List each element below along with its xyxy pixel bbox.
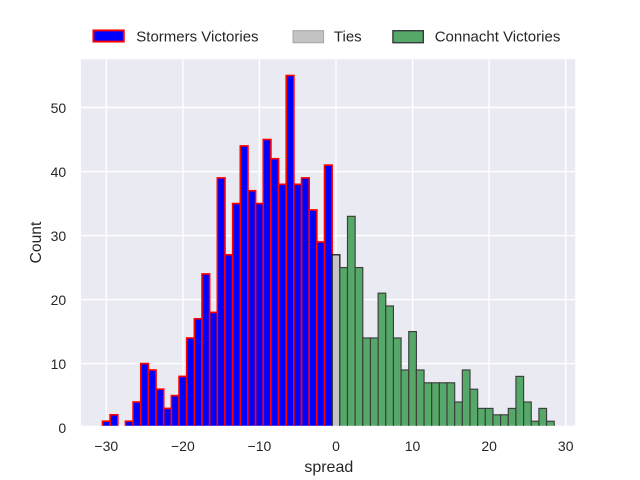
svg-text:Connacht Victories: Connacht Victories [435,28,561,45]
svg-text:30: 30 [51,228,67,244]
svg-text:40: 40 [51,164,67,180]
svg-text:−30: −30 [94,438,118,454]
svg-text:30: 30 [558,438,574,454]
svg-text:0: 0 [332,438,340,454]
svg-text:0: 0 [58,420,66,436]
svg-text:20: 20 [51,292,67,308]
svg-text:Ties: Ties [334,28,362,45]
svg-text:−10: −10 [248,438,272,454]
svg-text:50: 50 [51,100,67,116]
svg-text:Stormers Victories: Stormers Victories [136,28,258,45]
svg-text:spread: spread [304,459,353,476]
svg-text:20: 20 [481,438,497,454]
svg-text:−20: −20 [171,438,195,454]
svg-text:10: 10 [405,438,421,454]
svg-text:Count: Count [28,221,45,263]
svg-text:10: 10 [51,356,67,372]
